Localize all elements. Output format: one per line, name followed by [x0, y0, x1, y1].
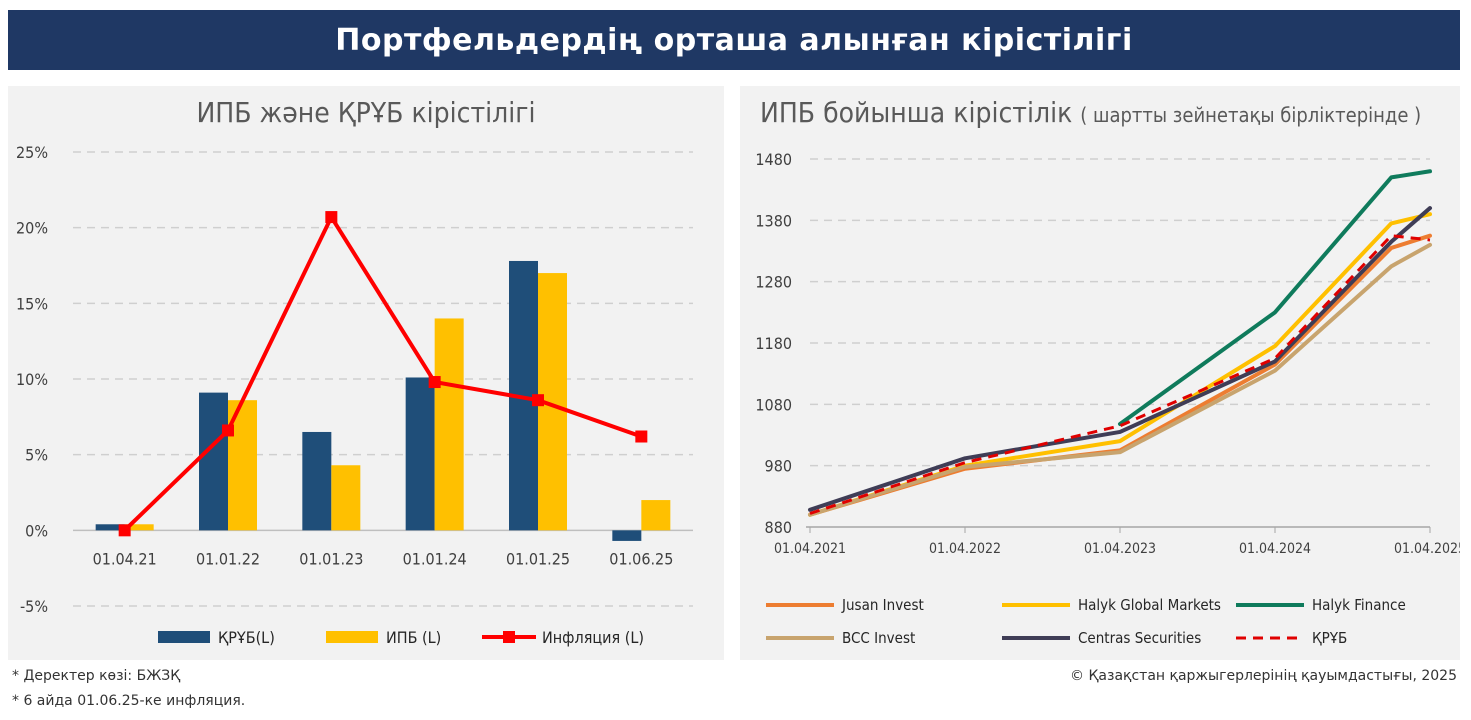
legend-label: ИПБ (L) [386, 628, 441, 647]
legend-swatch [326, 631, 378, 643]
y-tick-label: 0% [25, 521, 48, 540]
legend-label: ҚРҰБ [1312, 629, 1347, 647]
bar [124, 524, 154, 531]
x-tick-label: 01.04.2025 [1394, 541, 1460, 557]
legend-label: BCC Invest [842, 629, 915, 647]
legend-swatch-marker [503, 631, 515, 643]
legend-swatch [158, 631, 210, 643]
legend-label: Инфляция (L) [542, 628, 644, 647]
x-tick-label: 01.01.23 [299, 549, 363, 568]
bar [302, 431, 332, 531]
chart-title: ИПБ және ҚРҰБ кірістілігі [196, 96, 535, 129]
x-tick-label: 01.04.2022 [929, 541, 1001, 557]
returns-bar-chart-panel: ИПБ және ҚРҰБ кірістілігі -5% 0% 5% 10% 15% 20… [8, 86, 724, 660]
copyright-note: © Қазақстан қаржыгерлерінің қауымдастығы… [1070, 668, 1457, 684]
series-line [809, 234, 1431, 515]
x-tick-label: 01.04.2024 [1239, 541, 1311, 557]
bar [199, 392, 228, 531]
bar [641, 500, 671, 531]
y-tick-label: 15% [16, 294, 48, 313]
bar [434, 318, 464, 531]
series-line [808, 242, 1432, 517]
inflation-marker [532, 394, 544, 407]
series-line [808, 206, 1432, 512]
inflation-marker [325, 211, 338, 224]
legend-label: Jusan Invest [841, 596, 924, 614]
bar [405, 377, 435, 531]
pension-units-line-chart: ИПБ бойынша кірістілік ( шартты зейнетақ… [755, 96, 1460, 647]
x-tick-label: 01.01.22 [196, 549, 260, 568]
y-tick-label: 1480 [755, 150, 792, 169]
chart-title: ИПБ бойынша кірістілік ( шартты зейнетақ… [760, 96, 1421, 129]
y-tick-label: 880 [765, 518, 792, 537]
returns-bar-chart: ИПБ және ҚРҰБ кірістілігі -5% 0% 5% 10% 15% 20… [16, 96, 693, 647]
y-tick-label: 20% [16, 219, 48, 238]
y-tick-label: 1180 [755, 334, 792, 353]
inflation-marker [222, 424, 234, 437]
bar [612, 530, 642, 541]
inflation-line [123, 215, 642, 532]
legend-label: Halyk Finance [1312, 596, 1406, 614]
inflation-marker [118, 524, 131, 537]
series-line [1118, 169, 1432, 426]
y-tick-label: 1280 [755, 273, 792, 292]
x-tick-label: 01.04.2023 [1084, 541, 1156, 557]
data-source-footnote: * Деректер көзі: БЖЗҚ [12, 668, 181, 684]
y-tick-label: 5% [25, 446, 48, 465]
series-line [808, 212, 1432, 517]
x-tick-label: 01.04.21 [93, 549, 157, 568]
pension-units-line-chart-panel: ИПБ бойынша кірістілік ( шартты зейнетақ… [740, 86, 1460, 660]
y-tick-label: 1080 [755, 395, 792, 414]
y-tick-label: 25% [16, 143, 48, 162]
x-tick-label: 01.01.25 [506, 549, 570, 568]
inflation-marker [635, 430, 648, 443]
header-banner: Портфельдердің орташа алынған кірістіліг… [8, 10, 1460, 70]
bar [95, 524, 125, 531]
legend-label: Halyk Global Markets [1078, 596, 1221, 614]
x-tick-label: 01.01.24 [403, 549, 467, 568]
y-tick-label: 1380 [755, 211, 792, 230]
page-title: Портфельдердің орташа алынған кірістіліг… [335, 22, 1133, 58]
bar [331, 465, 361, 531]
y-tick-label: -5% [20, 597, 48, 616]
x-tick-label: 01.04.2021 [774, 541, 846, 557]
y-tick-label: 10% [16, 370, 48, 389]
x-tick-label: 01.06.25 [609, 549, 673, 568]
inflation-marker [428, 376, 441, 389]
legend-label: ҚРҰБ(L) [218, 628, 275, 647]
series-line [808, 233, 1432, 517]
inflation-footnote: * 6 айда 01.06.25-ке инфляция. [12, 693, 246, 709]
y-tick-label: 980 [765, 457, 792, 476]
legend-label: Centras Securities [1078, 629, 1201, 647]
